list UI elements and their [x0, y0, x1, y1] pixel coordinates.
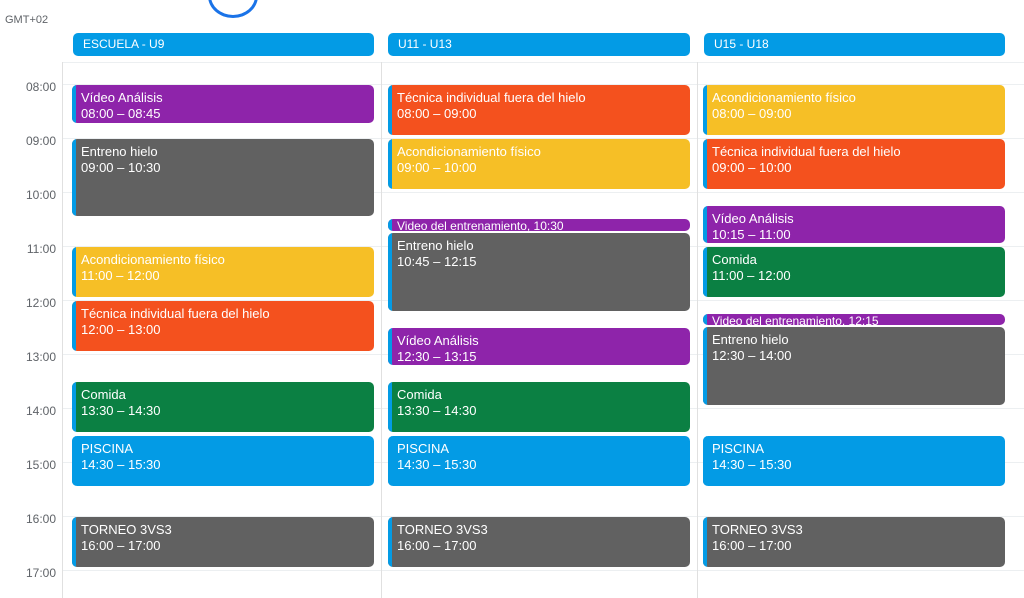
hour-label: 12:00 — [25, 296, 56, 310]
grid-line — [62, 84, 1024, 85]
timezone-label: GMT+02 — [5, 14, 49, 26]
event-entreno-hielo[interactable]: Entreno hielo 09:00 – 10:30 — [72, 139, 374, 216]
hour-label: 14:00 — [25, 404, 56, 418]
event-entreno-hielo[interactable]: Entreno hielo 12:30 – 14:00 — [703, 327, 1005, 405]
column-header-u11-u13[interactable]: U11 - U13 — [388, 33, 690, 56]
calendar-logo-icon — [208, 0, 258, 18]
hour-label: 08:00 — [25, 80, 56, 94]
event-comida[interactable]: Comida 13:30 – 14:30 — [72, 382, 374, 432]
column-header-escuela-u9[interactable]: ESCUELA - U9 — [73, 33, 374, 56]
column-header-u15-u18[interactable]: U15 - U18 — [704, 33, 1005, 56]
event-video-analisis[interactable]: Vídeo Análisis 08:00 – 08:45 — [72, 85, 374, 123]
grid-line — [62, 570, 1024, 571]
column-divider — [697, 62, 698, 598]
grid-line — [62, 62, 1024, 63]
event-comida[interactable]: Comida 11:00 – 12:00 — [703, 247, 1005, 297]
event-acondicionamiento-fisico[interactable]: Acondicionamiento físico 09:00 – 10:00 — [388, 139, 690, 189]
hour-label: 17:00 — [25, 566, 56, 580]
hour-label: 15:00 — [25, 458, 56, 472]
grid-line — [62, 138, 1024, 139]
event-tecnica-individual[interactable]: Técnica individual fuera del hielo 12:00 … — [72, 301, 374, 351]
column-divider — [62, 62, 63, 598]
event-entreno-hielo[interactable]: Entreno hielo 10:45 – 12:15 — [388, 233, 690, 311]
hour-label: 10:00 — [25, 188, 56, 202]
hour-label: 11:00 — [26, 242, 56, 256]
grid-line — [62, 516, 1024, 517]
event-acondicionamiento-fisico[interactable]: Acondicionamiento físico 11:00 – 12:00 — [72, 247, 374, 297]
event-acondicionamiento-fisico[interactable]: Acondicionamiento físico 08:00 – 09:00 — [703, 85, 1005, 135]
event-torneo-3vs3[interactable]: TORNEO 3VS3 16:00 – 17:00 — [72, 517, 374, 567]
event-torneo-3vs3[interactable]: TORNEO 3VS3 16:00 – 17:00 — [388, 517, 690, 567]
event-video-analisis[interactable]: Vídeo Análisis 12:30 – 13:15 — [388, 328, 690, 365]
event-torneo-3vs3[interactable]: TORNEO 3VS3 16:00 – 17:00 — [703, 517, 1005, 567]
event-piscina[interactable]: PISCINA 14:30 – 15:30 — [388, 436, 690, 486]
event-piscina[interactable]: PISCINA 14:30 – 15:30 — [703, 436, 1005, 486]
event-comida[interactable]: Comida 13:30 – 14:30 — [388, 382, 690, 432]
column-divider — [381, 62, 382, 598]
event-video-del-entrenamiento[interactable]: Video del entrenamiento, 12:15 — [703, 314, 1005, 325]
grid-line — [62, 192, 1024, 193]
hour-label: 09:00 — [25, 134, 56, 148]
event-tecnica-individual[interactable]: Técnica individual fuera del hielo 08:00 … — [388, 85, 690, 135]
hour-label: 13:00 — [25, 350, 56, 364]
hour-label: 16:00 — [25, 512, 56, 526]
event-video-del-entrenamiento[interactable]: Video del entrenamiento, 10:30 — [388, 219, 690, 231]
event-video-analisis[interactable]: Vídeo Análisis 10:15 – 11:00 — [703, 206, 1005, 243]
event-piscina[interactable]: PISCINA 14:30 – 15:30 — [72, 436, 374, 486]
event-tecnica-individual[interactable]: Técnica individual fuera del hielo 09:00 … — [703, 139, 1005, 189]
